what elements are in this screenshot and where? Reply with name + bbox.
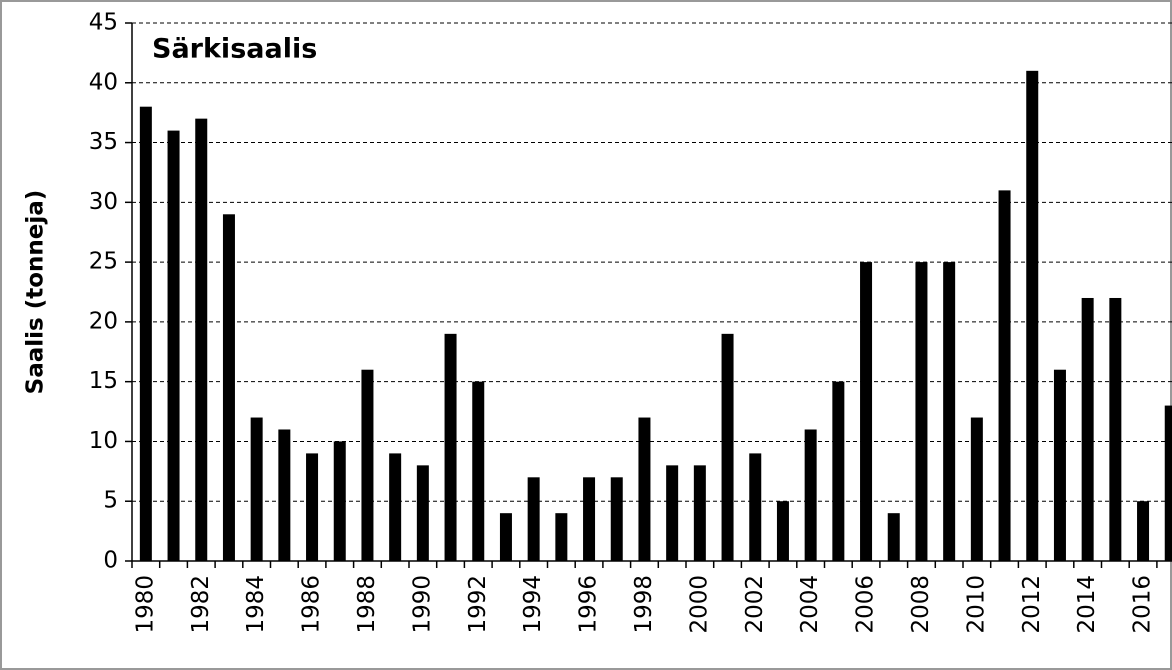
- x-tick-label: 1998: [631, 575, 657, 634]
- bar: [555, 513, 568, 561]
- y-tick-label: 35: [89, 129, 118, 155]
- x-tick-label: 2012: [1019, 575, 1045, 634]
- bar: [527, 477, 540, 561]
- x-tick-label: 1996: [576, 575, 602, 634]
- bar: [943, 262, 956, 561]
- bar: [915, 262, 928, 561]
- x-tick-label: 1986: [299, 575, 325, 634]
- bar: [1081, 297, 1094, 561]
- x-tick-label: 1980: [132, 575, 158, 634]
- bar: [472, 381, 485, 561]
- bar: [721, 333, 734, 561]
- bar: [222, 214, 235, 562]
- bar: [1164, 405, 1172, 561]
- x-tick-label: 2010: [963, 575, 989, 634]
- y-tick-label: 15: [89, 368, 118, 394]
- bar: [693, 465, 706, 561]
- bar: [139, 106, 152, 561]
- bar: [804, 429, 817, 561]
- bar: [195, 118, 208, 562]
- bar: [167, 130, 180, 561]
- bar: [499, 513, 512, 561]
- y-tick-label: 25: [89, 249, 118, 275]
- bar: [832, 381, 845, 561]
- bar: [1026, 70, 1039, 562]
- x-tick-label: 2006: [853, 575, 879, 634]
- bar: [776, 501, 789, 561]
- x-tick-label: 2002: [742, 575, 768, 634]
- x-tick-label: 1982: [188, 575, 214, 634]
- x-tick-label: 2008: [908, 575, 934, 634]
- bar: [970, 417, 983, 561]
- x-tick-label: 1992: [465, 575, 491, 634]
- x-tick-label: 2004: [797, 575, 823, 634]
- bar: [1109, 297, 1122, 561]
- bar: [1137, 501, 1150, 561]
- y-tick-label: 10: [89, 428, 118, 454]
- bar: [389, 453, 402, 561]
- y-tick-label: 40: [89, 69, 118, 95]
- bar: [278, 429, 291, 561]
- bar: [416, 465, 429, 561]
- x-tick-label: 2000: [686, 575, 712, 634]
- y-tick-label: 30: [89, 189, 118, 215]
- bar: [583, 477, 596, 561]
- x-tick-label: 1988: [354, 575, 380, 634]
- y-tick-label: 45: [89, 10, 118, 36]
- x-tick-label: 1990: [409, 575, 435, 634]
- bar: [638, 417, 651, 561]
- bar: [306, 453, 319, 561]
- bar: [749, 453, 762, 561]
- x-tick-label: 1994: [520, 575, 546, 634]
- bar: [333, 441, 346, 561]
- y-tick-label: 20: [89, 308, 118, 334]
- bar: [666, 465, 679, 561]
- bar: [444, 333, 457, 561]
- x-tick-label: 2016: [1130, 575, 1156, 634]
- bar: [998, 190, 1011, 561]
- x-tick-label: 2014: [1074, 575, 1100, 634]
- bar: [250, 417, 263, 561]
- chart-title: Särkisaalis: [152, 34, 317, 65]
- bar: [1053, 369, 1066, 561]
- bar: [860, 262, 873, 561]
- bar: [361, 369, 374, 561]
- bar: [887, 513, 900, 561]
- y-tick-label: 0: [103, 548, 118, 574]
- x-tick-label: 1984: [243, 575, 269, 634]
- bar: [610, 477, 623, 561]
- y-tick-label: 5: [103, 488, 118, 514]
- y-axis-label: Saalis (tonneja): [23, 190, 49, 395]
